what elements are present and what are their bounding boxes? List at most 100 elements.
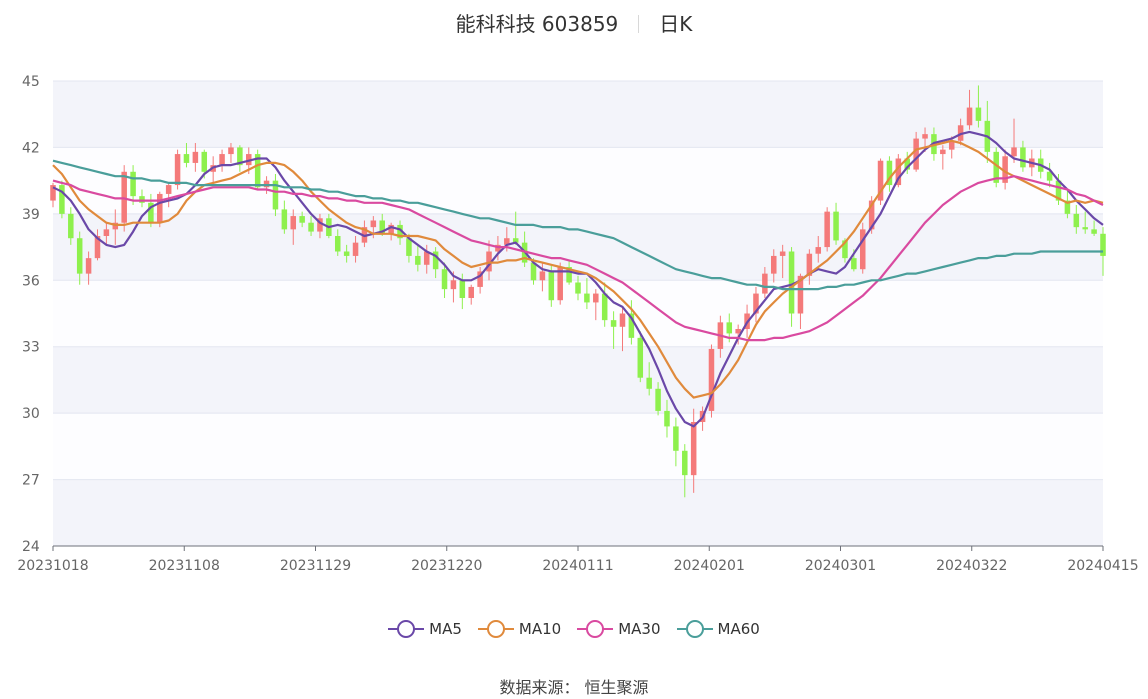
data-source: 数据来源： 恒生聚源 bbox=[0, 674, 1148, 698]
candle-body bbox=[868, 200, 875, 230]
candle-body bbox=[157, 193, 163, 223]
candle-body bbox=[842, 240, 848, 259]
candle-body bbox=[1011, 147, 1017, 157]
candle-body bbox=[637, 337, 644, 378]
candle-body bbox=[299, 216, 305, 223]
candle-body bbox=[1055, 180, 1062, 201]
ma-line-ma10 bbox=[52, 139, 1104, 399]
candle-body bbox=[726, 322, 733, 334]
candle-body bbox=[201, 151, 208, 172]
y-tick-label: 39 bbox=[22, 207, 40, 223]
candlestick-chart: 24 27 30 33 36 39 42 45 20231018 20231108 2023112… bbox=[17, 74, 1138, 574]
candle-body bbox=[379, 220, 385, 234]
candle-body bbox=[815, 247, 822, 254]
candle-body bbox=[1020, 147, 1026, 168]
candle-body bbox=[824, 211, 830, 248]
candle-body bbox=[771, 255, 777, 274]
candle-body bbox=[886, 160, 893, 186]
candle-body bbox=[406, 238, 412, 256]
x-tick-label: 20231220 bbox=[411, 558, 482, 574]
candle-body bbox=[432, 251, 439, 270]
candle-body bbox=[486, 251, 492, 272]
candle-body bbox=[966, 107, 973, 126]
candle-body bbox=[317, 218, 323, 232]
grid-band bbox=[53, 346, 1103, 414]
candle-body bbox=[477, 271, 483, 287]
legend-item-ma10[interactable]: MA10 bbox=[477, 620, 562, 638]
candle-body bbox=[388, 224, 394, 234]
candle-body bbox=[806, 253, 813, 276]
candle-body bbox=[68, 213, 74, 239]
legend-label: MA5 bbox=[429, 620, 462, 638]
legend-label: MA30 bbox=[618, 620, 661, 638]
legend-marker-icon bbox=[577, 620, 614, 638]
candle-body bbox=[441, 269, 448, 290]
x-tick-label: 20240415 bbox=[1067, 558, 1138, 574]
x-tick-label: 20240322 bbox=[936, 558, 1007, 574]
candle-body bbox=[281, 209, 288, 230]
legend-item-ma60[interactable]: MA60 bbox=[676, 620, 760, 638]
candle-body bbox=[290, 216, 297, 230]
candle-body bbox=[1002, 156, 1008, 183]
candle-body bbox=[682, 450, 688, 476]
candle-body bbox=[112, 222, 119, 230]
candle-body bbox=[121, 171, 127, 223]
candle-body bbox=[575, 282, 581, 294]
candle-body bbox=[877, 160, 884, 201]
legend-marker-icon bbox=[676, 620, 713, 638]
legend-label: MA60 bbox=[717, 620, 760, 638]
chart-title: 能科科技 603859 日K bbox=[0, 8, 1148, 37]
candle-body bbox=[797, 275, 804, 314]
candle-body bbox=[504, 238, 510, 245]
candle-body bbox=[183, 154, 190, 163]
candle-body bbox=[619, 313, 626, 327]
y-tick-label: 33 bbox=[22, 340, 40, 356]
y-tick-label: 30 bbox=[22, 406, 40, 422]
candle-body bbox=[1100, 233, 1106, 256]
candle-body bbox=[228, 147, 234, 155]
grid-band bbox=[53, 213, 1103, 281]
candle-body bbox=[85, 258, 92, 274]
candle-body bbox=[1064, 200, 1071, 214]
candle-body bbox=[343, 251, 350, 256]
candle-body bbox=[833, 211, 839, 241]
y-tick-label: 27 bbox=[22, 473, 40, 489]
candle-body bbox=[192, 151, 199, 163]
candle-body bbox=[1073, 213, 1080, 228]
candle-body bbox=[219, 154, 225, 166]
candle-body bbox=[913, 138, 919, 170]
candle-body bbox=[895, 158, 902, 186]
x-tick-label: 20240111 bbox=[542, 558, 613, 574]
candle-body bbox=[76, 238, 83, 274]
candle-body bbox=[148, 202, 154, 223]
x-tick-label: 20240301 bbox=[805, 558, 876, 574]
plot-background bbox=[53, 81, 1103, 546]
legend: MA5 MA10 MA30 MA60 bbox=[0, 620, 1148, 642]
candle-body bbox=[664, 410, 670, 427]
grid-band bbox=[53, 81, 1103, 148]
candle-body bbox=[993, 151, 999, 183]
legend-marker-icon bbox=[477, 620, 514, 638]
candle-body bbox=[174, 154, 181, 186]
candle-body bbox=[593, 293, 599, 303]
legend-item-ma30[interactable]: MA30 bbox=[577, 620, 661, 638]
legend-marker-icon bbox=[388, 620, 425, 638]
source-label: 数据来源： bbox=[499, 678, 580, 697]
legend-label: MA10 bbox=[518, 620, 562, 638]
candle-body bbox=[237, 147, 243, 166]
y-axis: 24 27 30 33 36 39 42 45 bbox=[22, 74, 40, 555]
candle-body bbox=[753, 293, 759, 314]
candle-body bbox=[584, 293, 590, 303]
candle-body bbox=[352, 242, 359, 256]
legend-item-ma5[interactable]: MA5 bbox=[388, 620, 462, 638]
x-tick-label: 20231018 bbox=[17, 558, 88, 574]
y-tick-label: 24 bbox=[22, 539, 40, 555]
candle-body bbox=[655, 388, 661, 411]
y-tick-label: 36 bbox=[22, 273, 40, 289]
candle-body bbox=[130, 171, 136, 197]
candle-body bbox=[94, 236, 101, 259]
candle-body bbox=[1046, 171, 1053, 181]
candle-body bbox=[557, 267, 563, 301]
candle-body bbox=[103, 229, 110, 236]
x-tick-label: 20240201 bbox=[674, 558, 745, 574]
